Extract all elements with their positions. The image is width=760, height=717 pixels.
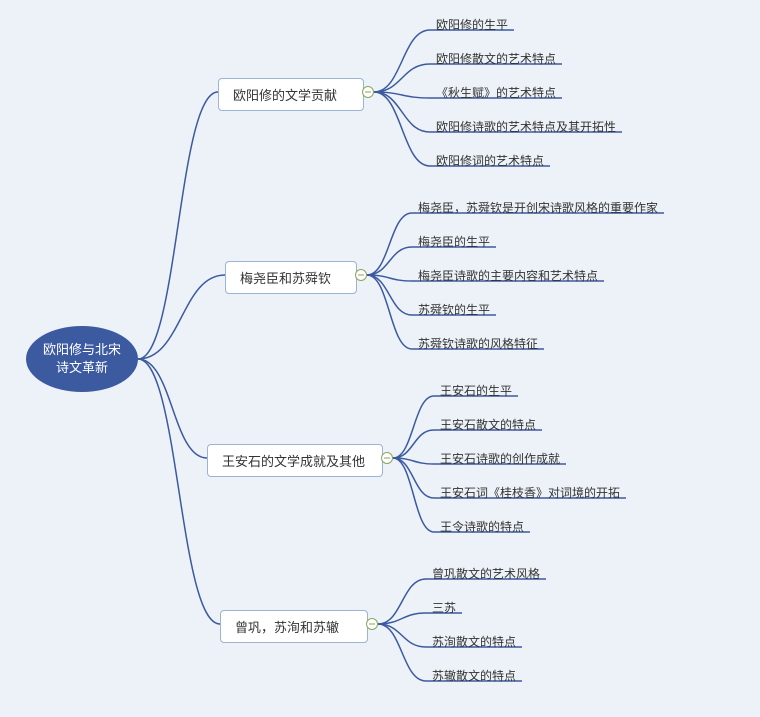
leaf-b1-3[interactable]: 欧阳修诗歌的艺术特点及其开拓性 — [436, 118, 616, 135]
leaf-b2-4[interactable]: 苏舜钦诗歌的风格特征 — [418, 335, 538, 352]
branch-b1[interactable]: 欧阳修的文学贡献 — [218, 78, 364, 111]
leaf-b1-0[interactable]: 欧阳修的生平 — [436, 16, 508, 33]
leaf-b3-1[interactable]: 王安石散文的特点 — [440, 416, 536, 433]
collapse-toggle-b4[interactable] — [366, 618, 378, 630]
leaf-b3-3[interactable]: 王安石词《桂枝香》对词境的开拓 — [440, 484, 620, 501]
leaf-b4-1[interactable]: 三苏 — [432, 599, 456, 616]
root-node[interactable]: 欧阳修与北宋诗文革新 — [26, 326, 138, 392]
leaf-b2-1[interactable]: 梅尧臣的生平 — [418, 233, 490, 250]
leaf-b1-4[interactable]: 欧阳修词的艺术特点 — [436, 152, 544, 169]
leaf-b4-2[interactable]: 苏洵散文的特点 — [432, 633, 516, 650]
collapse-toggle-b2[interactable] — [355, 269, 367, 281]
branch-b4[interactable]: 曾巩，苏洵和苏辙 — [220, 610, 368, 643]
leaf-b2-2[interactable]: 梅尧臣诗歌的主要内容和艺术特点 — [418, 267, 598, 284]
leaf-b2-3[interactable]: 苏舜钦的生平 — [418, 301, 490, 318]
leaf-b3-2[interactable]: 王安石诗歌的创作成就 — [440, 450, 560, 467]
leaf-b3-4[interactable]: 王令诗歌的特点 — [440, 518, 524, 535]
branch-b3[interactable]: 王安石的文学成就及其他 — [207, 444, 383, 477]
branch-b2[interactable]: 梅尧臣和苏舜钦 — [225, 261, 357, 294]
root-label: 欧阳修与北宋诗文革新 — [43, 341, 121, 377]
leaf-b1-1[interactable]: 欧阳修散文的艺术特点 — [436, 50, 556, 67]
leaf-b1-2[interactable]: 《秋生赋》的艺术特点 — [436, 84, 556, 101]
leaf-b3-0[interactable]: 王安石的生平 — [440, 382, 512, 399]
collapse-toggle-b3[interactable] — [381, 452, 393, 464]
leaf-b4-0[interactable]: 曾巩散文的艺术风格 — [432, 565, 540, 582]
collapse-toggle-b1[interactable] — [362, 86, 374, 98]
leaf-b4-3[interactable]: 苏辙散文的特点 — [432, 667, 516, 684]
leaf-b2-0[interactable]: 梅尧臣，苏舜钦是开创宋诗歌风格的重要作家 — [418, 199, 658, 216]
